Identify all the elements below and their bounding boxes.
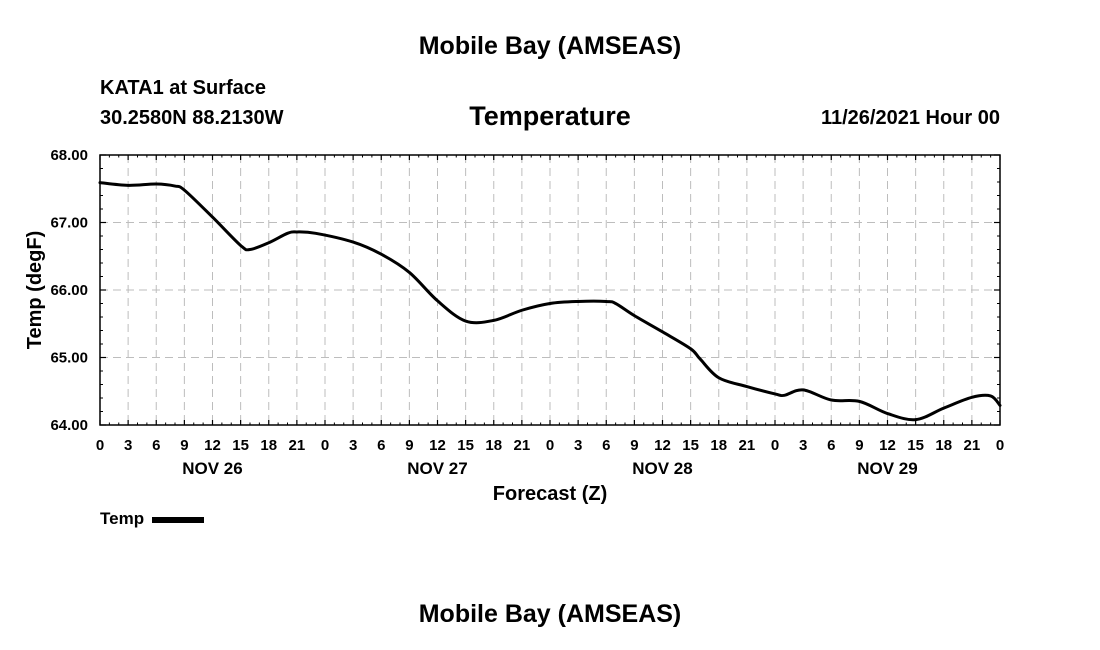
x-tick-label: 3	[124, 437, 132, 454]
x-tick-label: 12	[429, 437, 446, 454]
x-axis-title: Forecast (Z)	[493, 483, 607, 505]
y-tick-label: 66.00	[50, 282, 88, 299]
x-tick-label: 18	[485, 437, 502, 454]
footer-title: Mobile Bay (AMSEAS)	[418, 600, 682, 628]
grid-layer	[100, 155, 1000, 425]
station-coordinates: 30.2580N 88.2130W	[100, 107, 284, 129]
x-tick-label: 15	[682, 437, 699, 454]
station-name: KATA1 at Surface	[100, 77, 266, 99]
day-label: NOV 26	[182, 459, 242, 478]
x-tick-label: 0	[771, 437, 779, 454]
x-tick-label: 18	[260, 437, 277, 454]
run-time: 11/26/2021 Hour 00	[820, 107, 1000, 129]
x-tick-label: 6	[377, 437, 385, 454]
y-tick-label: 68.00	[50, 147, 88, 164]
legend: Temp	[100, 509, 205, 529]
y-tick-label: 65.00	[50, 350, 88, 367]
x-tick-label: 18	[710, 437, 727, 454]
day-label: NOV 27	[407, 459, 467, 478]
x-tick-label: 0	[546, 437, 554, 454]
x-tick-label: 15	[907, 437, 924, 454]
x-tick-label: 3	[574, 437, 582, 454]
y-axis-title: Temp (degF)	[24, 231, 46, 350]
x-tick-label: 12	[879, 437, 896, 454]
x-tick-label: 21	[514, 437, 531, 454]
x-tick-label: 12	[204, 437, 221, 454]
x-tick-label: 3	[799, 437, 807, 454]
y-tick-label: 64.00	[50, 417, 88, 434]
x-tick-label: 9	[855, 437, 863, 454]
day-label: NOV 28	[632, 459, 692, 478]
x-tick-label: 9	[405, 437, 413, 454]
x-tick-label: 9	[180, 437, 188, 454]
x-tick-labels: 0 3 6 9 12 15 18 21 0 3 6 9 12 15 18 21 0 3 6 9 12 15 18 21 0 3 6 9…	[96, 437, 1004, 454]
y-tick-labels: 64.00 65.00 66.00 67.00 68.00	[50, 147, 88, 434]
x-tick-label: 3	[349, 437, 357, 454]
x-tick-label: 15	[232, 437, 249, 454]
tick-layer	[99, 154, 1001, 426]
x-tick-label: 6	[827, 437, 835, 454]
x-tick-label: 18	[935, 437, 952, 454]
x-tick-label: 0	[996, 437, 1004, 454]
main-title: Mobile Bay (AMSEAS)	[418, 32, 682, 60]
x-tick-label: 21	[289, 437, 306, 454]
legend-line-swatch	[152, 517, 205, 523]
legend-label: Temp	[100, 509, 145, 528]
x-tick-label: 12	[654, 437, 671, 454]
x-tick-label: 21	[739, 437, 756, 454]
x-tick-label: 6	[602, 437, 610, 454]
day-label: NOV 29	[857, 459, 917, 478]
y-tick-label: 67.00	[50, 215, 88, 232]
x-tick-label: 21	[964, 437, 981, 454]
x-tick-label: 15	[457, 437, 474, 454]
x-tick-label: 6	[152, 437, 160, 454]
x-tick-label: 0	[96, 437, 104, 454]
x-tick-label: 0	[321, 437, 329, 454]
temp-series-line	[98, 181, 1002, 422]
chart-title: Temperature	[469, 101, 631, 131]
x-tick-label: 9	[630, 437, 638, 454]
day-labels: NOV 26 NOV 27 NOV 28 NOV 29	[182, 459, 917, 478]
